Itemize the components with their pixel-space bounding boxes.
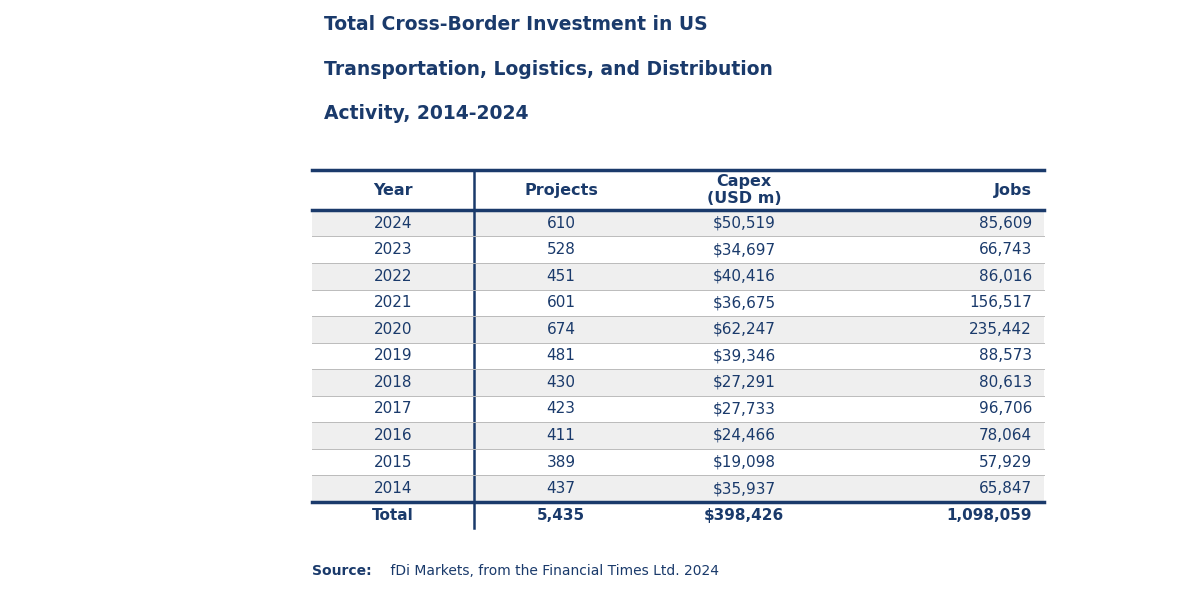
Text: 481: 481 [546, 349, 576, 364]
Text: 2016: 2016 [373, 428, 413, 443]
Text: 78,064: 78,064 [979, 428, 1032, 443]
Text: Year: Year [373, 183, 413, 198]
FancyBboxPatch shape [312, 263, 1044, 290]
Text: 85,609: 85,609 [979, 216, 1032, 230]
FancyBboxPatch shape [312, 343, 1044, 369]
Text: 451: 451 [546, 269, 576, 284]
Text: $34,697: $34,697 [713, 242, 775, 257]
Text: 235,442: 235,442 [970, 322, 1032, 337]
Text: $62,247: $62,247 [713, 322, 775, 337]
Text: Total Cross-Border Investment in US: Total Cross-Border Investment in US [324, 15, 708, 34]
Text: 2024: 2024 [373, 216, 413, 230]
Text: 2014: 2014 [373, 481, 413, 496]
Text: Transportation, Logistics, and Distribution: Transportation, Logistics, and Distribut… [324, 60, 773, 79]
Text: 2018: 2018 [373, 375, 413, 390]
FancyBboxPatch shape [312, 316, 1044, 343]
Text: Jobs: Jobs [994, 183, 1032, 198]
Text: $19,098: $19,098 [713, 454, 775, 469]
FancyBboxPatch shape [312, 502, 1044, 528]
Text: 2022: 2022 [373, 269, 413, 284]
Text: Activity, 2014-2024: Activity, 2014-2024 [324, 104, 528, 124]
FancyBboxPatch shape [312, 210, 1044, 236]
Text: $27,733: $27,733 [713, 401, 775, 417]
Text: 601: 601 [546, 296, 576, 310]
Text: $36,675: $36,675 [713, 296, 775, 310]
Text: Total: Total [372, 507, 414, 522]
FancyBboxPatch shape [312, 290, 1044, 316]
Text: Source:: Source: [312, 564, 372, 578]
Text: 65,847: 65,847 [979, 481, 1032, 496]
Text: 156,517: 156,517 [970, 296, 1032, 310]
Text: 66,743: 66,743 [979, 242, 1032, 257]
Text: 57,929: 57,929 [979, 454, 1032, 469]
Text: 88,573: 88,573 [979, 349, 1032, 364]
Text: Projects: Projects [524, 183, 598, 198]
Text: 389: 389 [546, 454, 576, 469]
Text: 674: 674 [546, 322, 576, 337]
Text: $35,937: $35,937 [713, 481, 775, 496]
Text: $27,291: $27,291 [713, 375, 775, 390]
Text: 411: 411 [546, 428, 576, 443]
FancyBboxPatch shape [312, 422, 1044, 449]
Text: $398,426: $398,426 [704, 507, 784, 522]
Text: fDi Markets, from the Financial Times Ltd. 2024: fDi Markets, from the Financial Times Lt… [386, 564, 720, 578]
Text: 2020: 2020 [373, 322, 413, 337]
FancyBboxPatch shape [312, 236, 1044, 263]
Text: 437: 437 [546, 481, 576, 496]
Text: 430: 430 [546, 375, 576, 390]
Text: 1,098,059: 1,098,059 [947, 507, 1032, 522]
Text: 86,016: 86,016 [979, 269, 1032, 284]
Text: 528: 528 [546, 242, 576, 257]
Text: Capex
(USD m): Capex (USD m) [707, 174, 781, 206]
Text: 5,435: 5,435 [536, 507, 586, 522]
Text: 2021: 2021 [373, 296, 413, 310]
FancyBboxPatch shape [312, 369, 1044, 396]
Text: 2017: 2017 [373, 401, 413, 417]
Text: 423: 423 [546, 401, 576, 417]
Text: $40,416: $40,416 [713, 269, 775, 284]
FancyBboxPatch shape [312, 475, 1044, 502]
Text: $50,519: $50,519 [713, 216, 775, 230]
FancyBboxPatch shape [312, 449, 1044, 475]
Text: 2023: 2023 [373, 242, 413, 257]
Text: $39,346: $39,346 [713, 349, 775, 364]
Text: $24,466: $24,466 [713, 428, 775, 443]
Text: 2015: 2015 [373, 454, 413, 469]
Text: 96,706: 96,706 [979, 401, 1032, 417]
Text: 2019: 2019 [373, 349, 413, 364]
FancyBboxPatch shape [312, 396, 1044, 422]
Text: 80,613: 80,613 [979, 375, 1032, 390]
Text: 610: 610 [546, 216, 576, 230]
